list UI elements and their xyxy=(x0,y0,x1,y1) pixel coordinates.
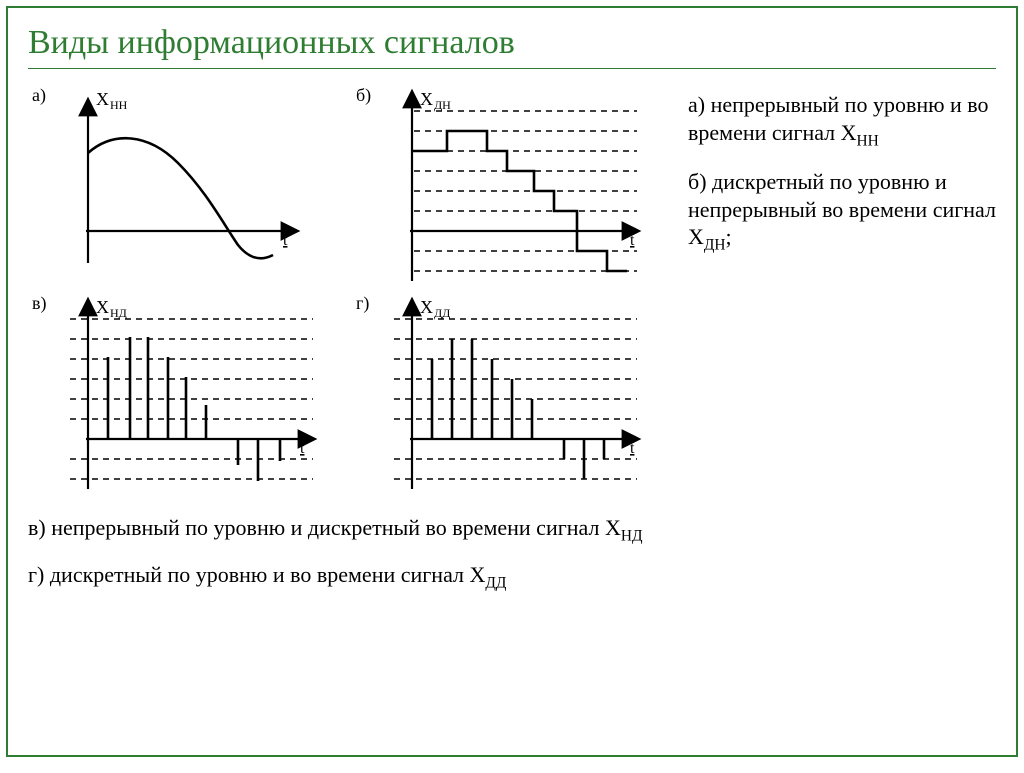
slide-title: Виды информационных сигналов xyxy=(28,24,996,69)
svg-text:г): г) xyxy=(356,293,369,314)
svg-text:X: X xyxy=(420,89,433,109)
legend-g: г) дискретный по уровню и во времени сиг… xyxy=(28,558,996,595)
svg-text:б): б) xyxy=(356,85,371,106)
slide-frame: Виды информационных сигналов tа)XНН tб)X… xyxy=(6,6,1018,757)
right-legend: а) непрерывный по уровню и во времени си… xyxy=(668,83,996,273)
svg-text:X: X xyxy=(96,89,109,109)
panel-a: t а) XНН xyxy=(28,83,344,283)
svg-text:t: t xyxy=(283,232,288,249)
svg-text:t: t xyxy=(630,440,635,457)
legend-v: в) непрерывный по уровню и дискретный во… xyxy=(28,511,996,548)
panel-g: t г) XДД xyxy=(352,291,668,491)
svg-text:X: X xyxy=(96,297,109,317)
svg-text:НН: НН xyxy=(110,98,128,112)
content-row: tа)XНН tб)XДН tв)XНД tг)XДД а) непрерывн… xyxy=(28,83,996,491)
svg-text:в): в) xyxy=(32,293,47,314)
svg-text:t: t xyxy=(630,232,635,249)
svg-text:ДН: ДН xyxy=(434,98,451,112)
charts-grid: tа)XНН tб)XДН tв)XНД tг)XДД xyxy=(28,83,668,491)
svg-text:ДД: ДД xyxy=(434,306,450,320)
svg-text:t: t xyxy=(300,440,305,457)
svg-text:X: X xyxy=(420,297,433,317)
legend-b: б) дискретный по уровню и непрерывный во… xyxy=(688,168,996,255)
bottom-legend: в) непрерывный по уровню и дискретный во… xyxy=(28,511,996,594)
legend-a: а) непрерывный по уровню и во времени си… xyxy=(688,91,996,150)
panel-v: t в) XНД xyxy=(28,291,344,491)
svg-text:НД: НД xyxy=(110,306,127,320)
panel-b: t б) XДН xyxy=(352,83,668,283)
svg-text:а): а) xyxy=(32,85,46,106)
